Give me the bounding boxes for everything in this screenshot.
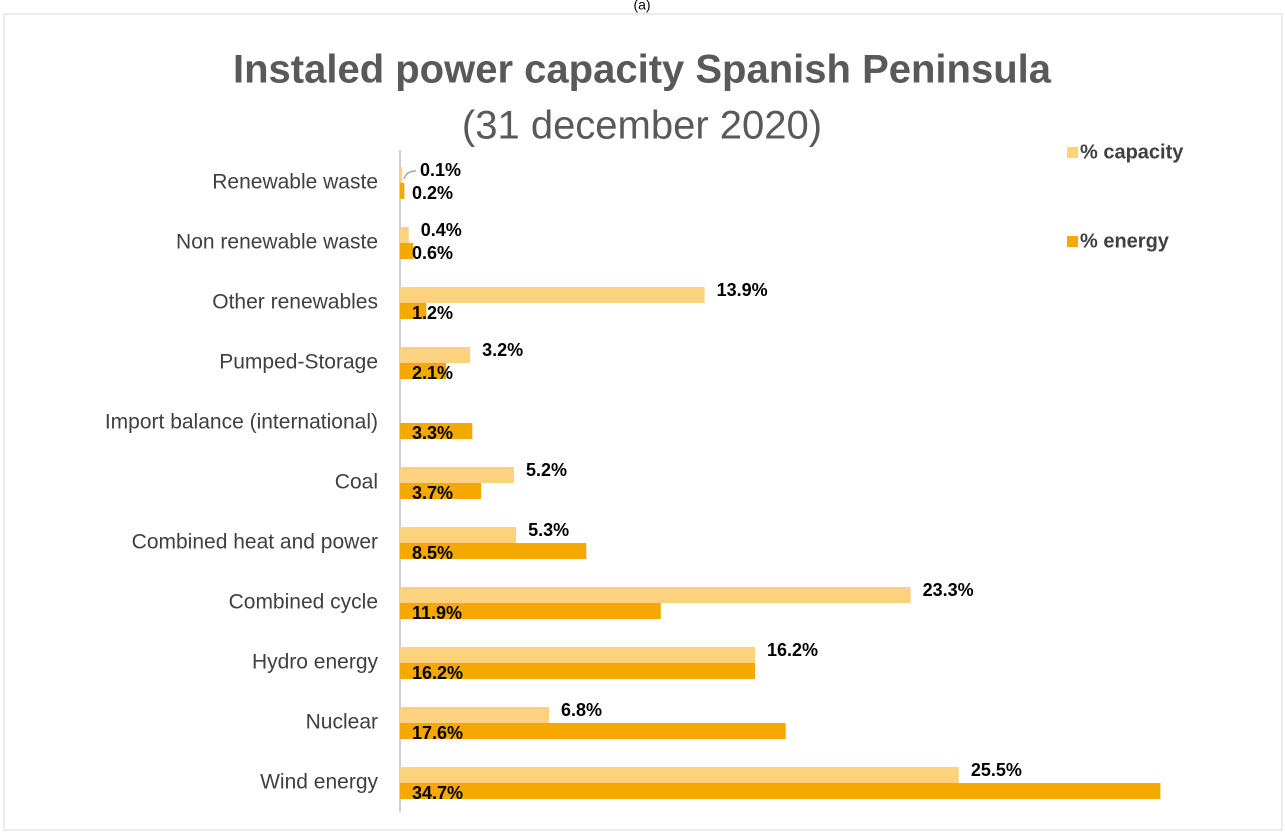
bar	[400, 227, 409, 243]
bar	[400, 783, 1161, 799]
legend-swatch	[1067, 147, 1078, 158]
value-label: 34.7%	[412, 783, 463, 803]
bar	[400, 467, 514, 483]
bar	[400, 483, 482, 499]
value-label: 0.6%	[412, 243, 453, 263]
value-label: 16.2%	[412, 663, 463, 683]
category-label: Import balance (international)	[105, 411, 378, 434]
bar	[400, 527, 517, 543]
category-label: Other renewables	[212, 291, 378, 314]
value-label: 0.2%	[412, 183, 453, 203]
leader-line	[403, 170, 417, 180]
bar	[400, 543, 587, 559]
bar	[400, 707, 550, 723]
category-label: Coal	[335, 471, 378, 494]
bar	[400, 647, 756, 663]
legend-swatch	[1067, 236, 1078, 247]
category-label: Renewable waste	[212, 171, 378, 194]
bar	[400, 183, 405, 199]
bar	[400, 603, 661, 619]
value-label: 5.2%	[526, 460, 567, 480]
category-label: Nuclear	[306, 711, 378, 734]
bar	[400, 243, 414, 259]
legend-label: % energy	[1080, 230, 1170, 252]
value-label: 0.4%	[421, 220, 462, 240]
bar	[400, 363, 447, 379]
caption: (a)	[633, 0, 650, 13]
value-label: 3.3%	[412, 423, 453, 443]
category-label: Non renewable waste	[176, 231, 378, 254]
bar	[400, 663, 756, 679]
bar	[400, 587, 911, 603]
bar	[400, 723, 786, 739]
value-label: 5.3%	[528, 520, 569, 540]
bar	[400, 167, 403, 183]
value-label: 13.9%	[717, 280, 768, 300]
value-label: 1.2%	[412, 303, 453, 323]
category-label: Combined cycle	[229, 591, 378, 614]
chart-title: Instaled power capacity Spanish Peninsul…	[233, 48, 1052, 92]
chart-frame	[3, 13, 1283, 831]
category-label: Pumped-Storage	[219, 351, 378, 374]
value-label: 23.3%	[923, 580, 974, 600]
value-label: 6.8%	[561, 700, 602, 720]
chart-subtitle: (31 december 2020)	[462, 104, 822, 148]
bar	[400, 287, 705, 303]
value-label: 8.5%	[412, 543, 453, 563]
bar	[400, 423, 473, 439]
value-label: 17.6%	[412, 723, 463, 743]
value-label: 3.2%	[482, 340, 523, 360]
bar	[400, 303, 427, 319]
bar	[400, 767, 959, 783]
value-label: 25.5%	[971, 760, 1022, 780]
value-label: 16.2%	[767, 640, 818, 660]
category-label: Hydro energy	[252, 651, 379, 674]
legend-label: % capacity	[1080, 141, 1184, 163]
bar	[400, 347, 471, 363]
category-label: Wind energy	[260, 771, 378, 794]
value-label: 0.1%	[420, 160, 461, 180]
value-label: 2.1%	[412, 363, 453, 383]
category-label: Combined heat and power	[132, 531, 378, 554]
value-label: 3.7%	[412, 483, 453, 503]
value-label: 11.9%	[412, 603, 462, 623]
